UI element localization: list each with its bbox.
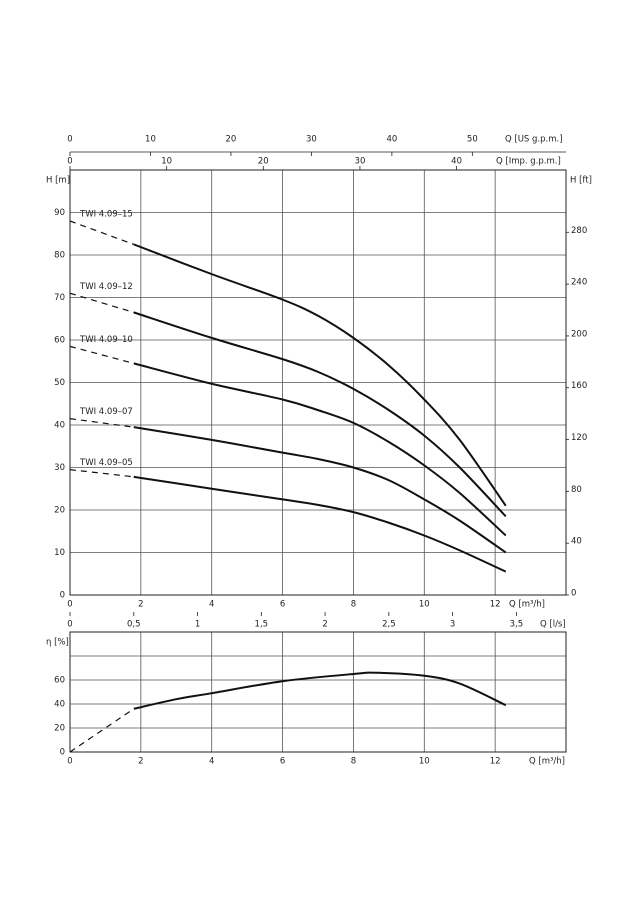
y-tick-label: 90 xyxy=(54,208,65,218)
x3-axis-label: Q [Imp. g.p.m.] xyxy=(496,157,561,167)
x-tick-label: 0 xyxy=(67,600,72,610)
x-axis-label: Q [m³/h] xyxy=(509,600,545,610)
plot-frame xyxy=(69,169,567,596)
y-tick-label: 60 xyxy=(54,336,65,346)
y-tick-label: 0 xyxy=(60,591,65,601)
y-tick-label: 30 xyxy=(54,463,65,473)
curve-dashed xyxy=(69,708,135,753)
y-tick-label: 20 xyxy=(54,724,65,734)
curve xyxy=(133,311,507,518)
y-axis-label: η [%] xyxy=(46,638,69,648)
curve xyxy=(133,475,507,573)
curve xyxy=(133,362,507,537)
y2-tick-label: 80 xyxy=(571,485,582,495)
x-tick-label: 2 xyxy=(138,757,143,767)
y-tick-label: 50 xyxy=(54,378,65,388)
x4-tick-label: 0,5 xyxy=(127,620,141,630)
y2-tick-label: 280 xyxy=(571,226,587,236)
curve-dashed xyxy=(69,418,134,428)
y2-tick-label: 160 xyxy=(571,381,587,391)
y-tick-label: 0 xyxy=(60,748,65,758)
y2-tick-label: 240 xyxy=(571,278,587,288)
x-tick-label: 6 xyxy=(280,600,285,610)
curve-dashed xyxy=(69,345,134,364)
y2-tick-label: 120 xyxy=(571,433,587,443)
x-tick-label: 8 xyxy=(351,757,356,767)
y2-tick-label: 0 xyxy=(571,589,576,599)
y2-tick-label: 200 xyxy=(571,329,587,339)
x-tick-label: 8 xyxy=(351,600,356,610)
y-tick-label: 60 xyxy=(54,676,65,686)
x2-tick-label: 40 xyxy=(386,135,397,145)
y-tick-label: 20 xyxy=(54,506,65,516)
x4-tick-label: 1,5 xyxy=(255,620,269,630)
y-axis-label: H [m] xyxy=(46,176,70,186)
curve xyxy=(133,671,507,710)
x-tick-label: 0 xyxy=(67,757,72,767)
y2-tick-label: 40 xyxy=(571,537,582,547)
x-tick-label: 6 xyxy=(280,757,285,767)
y-tick-label: 10 xyxy=(54,548,65,558)
x2-tick-label: 50 xyxy=(467,135,478,145)
curve-label: TWI 4.09–15 xyxy=(79,210,133,220)
y-tick-label: 40 xyxy=(54,700,65,710)
x4-axis-label: Q [l/s] xyxy=(540,620,566,630)
curve xyxy=(133,243,507,507)
x-tick-label: 12 xyxy=(490,600,501,610)
y-tick-label: 40 xyxy=(54,421,65,431)
x3-tick-label: 0 xyxy=(67,157,72,167)
x2-axis-label: Q [US g.p.m.] xyxy=(505,135,563,145)
x-tick-label: 4 xyxy=(209,600,214,610)
y-tick-label: 80 xyxy=(54,251,65,261)
x-tick-label: 10 xyxy=(419,600,430,610)
curve-label: TWI 4.09–07 xyxy=(79,407,133,417)
x-tick-label: 2 xyxy=(138,600,143,610)
y-tick-label: 70 xyxy=(54,293,65,303)
x4-tick-label: 0 xyxy=(67,620,72,630)
x-tick-label: 4 xyxy=(209,757,214,767)
plot-frame xyxy=(69,631,567,753)
x2-tick-label: 20 xyxy=(226,135,237,145)
x3-tick-label: 40 xyxy=(451,157,462,167)
x4-tick-label: 3 xyxy=(450,620,455,630)
x-axis-label: Q [m³/h] xyxy=(529,757,565,767)
curve-label: TWI 4.09–10 xyxy=(79,335,133,345)
x4-tick-label: 1 xyxy=(195,620,200,630)
x3-tick-label: 10 xyxy=(161,157,172,167)
curve-dashed xyxy=(69,292,134,313)
y2-axis-label: H [ft] xyxy=(570,176,592,186)
x4-tick-label: 3,5 xyxy=(510,620,524,630)
curve-label: TWI 4.09–12 xyxy=(79,282,133,292)
x3-tick-label: 20 xyxy=(258,157,269,167)
x2-tick-label: 30 xyxy=(306,135,317,145)
x3-tick-label: 30 xyxy=(355,157,366,167)
x4-tick-label: 2 xyxy=(322,620,327,630)
curve xyxy=(133,426,507,554)
curve-dashed xyxy=(69,220,134,245)
x-tick-label: 12 xyxy=(490,757,501,767)
curve-dashed xyxy=(69,469,134,478)
x4-tick-label: 2,5 xyxy=(382,620,396,630)
x2-tick-label: 0 xyxy=(67,135,72,145)
x-tick-label: 10 xyxy=(419,757,430,767)
x2-tick-label: 10 xyxy=(145,135,156,145)
curve-label: TWI 4.09–05 xyxy=(79,458,133,468)
